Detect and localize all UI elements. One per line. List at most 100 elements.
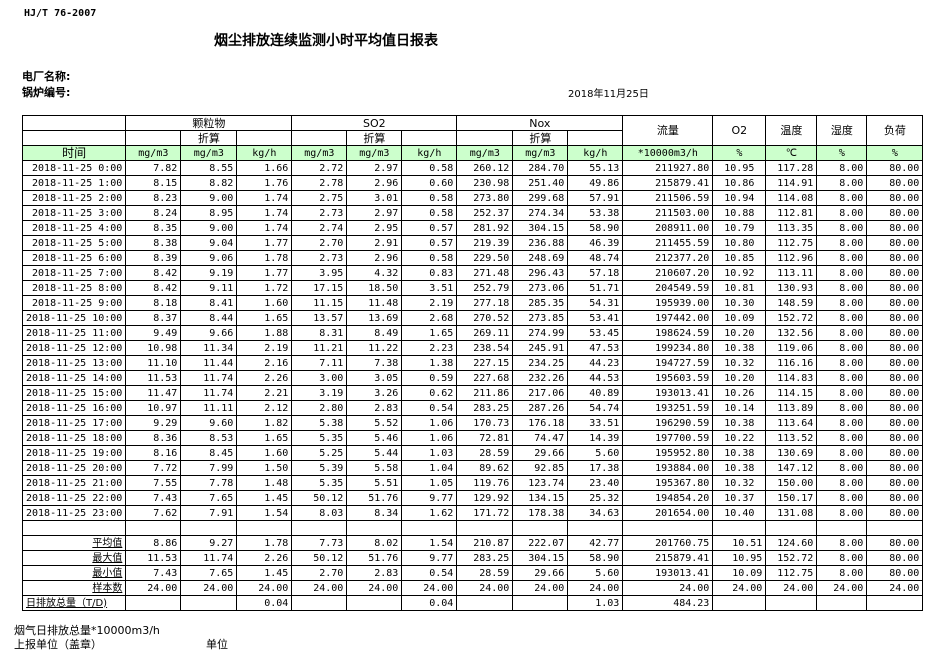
value-cell: 232.26 — [512, 370, 569, 386]
value-cell: 8.23 — [125, 190, 182, 206]
empty-cell — [401, 520, 458, 536]
value-cell: 217.06 — [512, 385, 569, 401]
value-cell: 274.99 — [512, 325, 569, 341]
value-cell: 10.14 — [712, 400, 767, 416]
table-row: 2018-11-25 20:00 7.72 7.99 1.50 5.39 5.58 1.04… — [21, 460, 924, 476]
value-cell: 117.28 — [765, 160, 818, 176]
value-cell: 7.73 — [291, 535, 348, 551]
value-cell: 1.77 — [236, 265, 293, 281]
value-cell: 80.00 — [866, 280, 924, 296]
value-cell: 150.17 — [765, 490, 818, 506]
value-cell: 211455.59 — [622, 235, 714, 251]
table-row: 2018-11-25 8:00 8.42 9.11 1.72 17.15 18.50 3.5… — [21, 280, 924, 296]
value-cell: 210607.20 — [622, 265, 714, 281]
value-cell: 9.11 — [180, 280, 238, 296]
row-label: 2018-11-25 9:00 — [21, 295, 127, 311]
value-cell: 1.77 — [236, 235, 293, 251]
value-cell: 10.26 — [712, 385, 767, 401]
value-cell: 8.00 — [816, 205, 868, 221]
value-cell: 10.98 — [125, 340, 182, 356]
value-cell: 130.93 — [765, 280, 818, 296]
value-cell: 2.73 — [291, 250, 348, 266]
value-cell: 8.35 — [125, 220, 182, 236]
table-row: 2018-11-25 2:00 8.23 9.00 1.74 2.75 3.01 0.58 2… — [21, 190, 924, 206]
value-cell: 1.06 — [401, 430, 458, 446]
value-cell: 80.00 — [866, 370, 924, 386]
value-cell: 0.83 — [401, 265, 458, 281]
value-cell: 57.18 — [567, 265, 624, 281]
table-row: 2018-11-25 9:00 8.18 8.41 1.60 11.15 11.48 2.1… — [21, 295, 924, 311]
value-cell: 3.00 — [291, 370, 348, 386]
summary-row: 最大值 11.53 11.74 2.26 50.12 51.76 9.77 283.25 304… — [21, 550, 924, 566]
value-cell: 8.00 — [816, 175, 868, 191]
value-cell: 0.57 — [401, 220, 458, 236]
value-cell: 273.06 — [512, 280, 569, 296]
value-cell: 2.73 — [291, 205, 348, 221]
value-cell: 8.00 — [816, 190, 868, 206]
empty-cell — [180, 520, 238, 536]
empty-cell — [125, 520, 182, 536]
value-cell: 80.00 — [866, 340, 924, 356]
value-cell: 212377.20 — [622, 250, 714, 266]
value-cell: 49.86 — [567, 175, 624, 191]
table-row: 2018-11-25 14:00 11.53 11.74 2.26 3.00 3.05 0.… — [21, 370, 924, 386]
value-cell: 1.05 — [401, 475, 458, 491]
value-cell: 7.65 — [180, 490, 238, 506]
value-cell: 7.43 — [125, 565, 182, 581]
value-cell: 484.23 — [622, 595, 714, 611]
value-cell: 9.04 — [180, 235, 238, 251]
value-cell: 58.90 — [567, 220, 624, 236]
header-blank — [125, 130, 182, 146]
value-cell: 211503.00 — [622, 205, 714, 221]
value-cell: 283.25 — [456, 400, 514, 416]
value-cell: 8.36 — [125, 430, 182, 446]
value-cell: 1.48 — [236, 475, 293, 491]
value-cell: 4.32 — [346, 265, 403, 281]
value-cell: 1.74 — [236, 205, 293, 221]
value-cell: 152.72 — [765, 310, 818, 326]
value-cell: 10.40 — [712, 505, 767, 521]
empty-cell — [21, 520, 127, 536]
value-cell: 74.47 — [512, 430, 569, 446]
value-cell: 7.38 — [346, 355, 403, 371]
value-cell: 0.58 — [401, 160, 458, 176]
value-cell: 7.72 — [125, 460, 182, 476]
plant-name-label: 电厂名称: — [22, 70, 71, 83]
value-cell: 5.35 — [291, 430, 348, 446]
standard-code: HJ/T 76-2007 — [24, 8, 97, 19]
value-cell: 227.15 — [456, 355, 514, 371]
empty-cell — [512, 520, 569, 536]
value-cell: 10.20 — [712, 325, 767, 341]
row-label: 2018-11-25 23:00 — [21, 505, 127, 521]
value-cell: 80.00 — [866, 235, 924, 251]
value-cell: 7.11 — [291, 355, 348, 371]
value-cell: 2.26 — [236, 370, 293, 386]
value-cell: 24.00 — [622, 580, 714, 596]
group-pm: 颗粒物 — [125, 115, 293, 131]
value-cell: 1.04 — [401, 460, 458, 476]
value-cell: 33.51 — [567, 415, 624, 431]
value-cell: 23.40 — [567, 475, 624, 491]
value-cell: 287.26 — [512, 400, 569, 416]
value-cell: 1.65 — [401, 325, 458, 341]
value-cell: 222.07 — [512, 535, 569, 551]
flue-gas-total-label: 烟气日排放总量*10000m3/h — [14, 624, 160, 637]
unit-cell: % — [816, 145, 868, 161]
value-cell: 8.16 — [125, 445, 182, 461]
row-label: 2018-11-25 13:00 — [21, 355, 127, 371]
value-cell: 147.12 — [765, 460, 818, 476]
value-cell: 2.96 — [346, 250, 403, 266]
value-cell: 1.03 — [567, 595, 624, 611]
value-cell: 195367.80 — [622, 475, 714, 491]
value-cell: 8.00 — [816, 475, 868, 491]
value-cell: 80.00 — [866, 295, 924, 311]
value-cell: 8.31 — [291, 325, 348, 341]
value-cell: 53.41 — [567, 310, 624, 326]
value-cell — [291, 595, 348, 611]
value-cell: 284.70 — [512, 160, 569, 176]
value-cell: 229.50 — [456, 250, 514, 266]
value-cell: 54.74 — [567, 400, 624, 416]
table-row: 2018-11-25 4:00 8.35 9.00 1.74 2.74 2.95 0.57 2… — [21, 220, 924, 236]
value-cell: 80.00 — [866, 490, 924, 506]
report-table: 颗粒物 SO2 Nox 流量 O2 温度 湿度 负荷 折算 折算 折算 时间 m… — [21, 115, 924, 611]
